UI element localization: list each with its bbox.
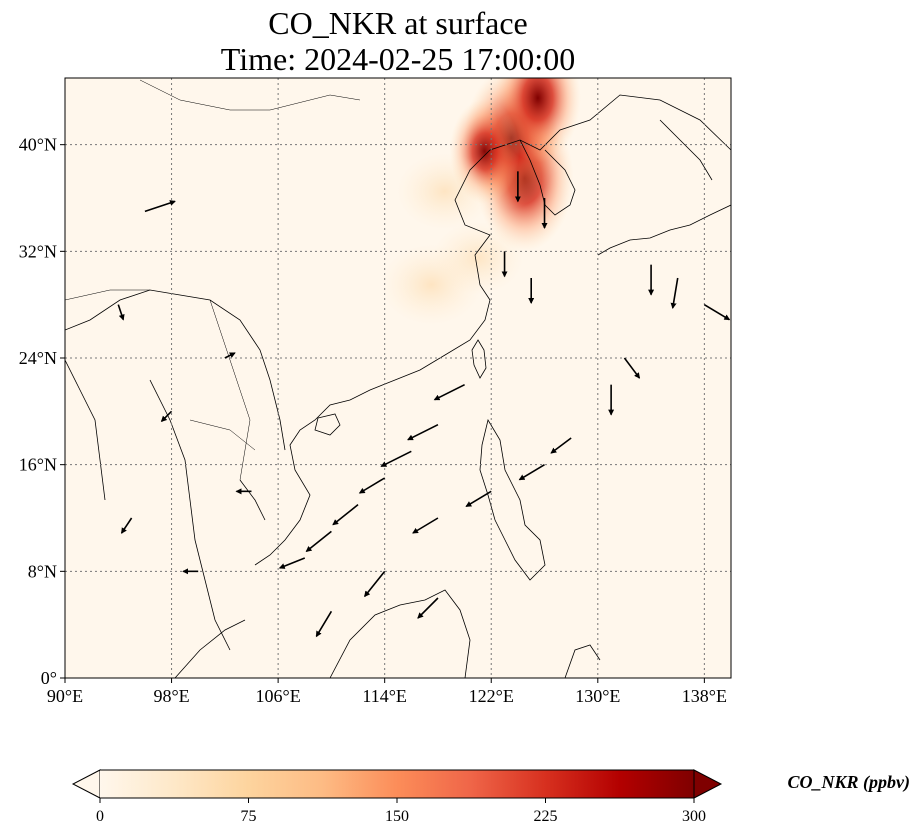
wind-arrow: [117, 304, 125, 321]
y-tick-label: 24°N: [19, 348, 57, 368]
y-tick-label: 0°: [41, 668, 57, 688]
inland-borders: [65, 79, 361, 481]
new-guinea-outline: [564, 644, 601, 678]
wind-arrow: [160, 410, 173, 423]
wind-arrow: [120, 517, 133, 534]
plot-frame: [64, 77, 732, 679]
borneo-outline: [329, 589, 471, 678]
coastlines: [65, 79, 731, 678]
y-tick-label: 40°N: [19, 135, 57, 155]
wind-arrow: [358, 477, 386, 494]
x-tick-label: 114°E: [362, 686, 407, 706]
wind-arrow: [623, 357, 641, 379]
wind-arrow: [465, 490, 492, 508]
colorbar-tick-label: 75: [241, 808, 257, 825]
colorbar-tick-label: 150: [385, 808, 409, 825]
wind-arrow: [550, 437, 572, 454]
wind-arrow: [315, 610, 333, 638]
y-tick-labels: 0° 8°N 16°N 24°N 32°N 40°N: [19, 135, 65, 688]
colorbar: 0 75 150 225 300 CO_NKR (ppbv): [71, 769, 911, 825]
wind-arrow: [332, 504, 359, 526]
y-tick-label: 8°N: [28, 561, 57, 581]
hainan-outline: [314, 413, 341, 436]
x-tick-label: 138°E: [682, 686, 727, 706]
wind-arrow: [144, 200, 176, 213]
sumatra-outline: [174, 619, 246, 678]
wind-arrow: [278, 557, 306, 569]
wind-arrow: [224, 352, 236, 359]
wind-arrow: [305, 530, 332, 552]
y-tick-label: 32°N: [19, 241, 57, 261]
wind-arrow: [412, 517, 439, 534]
x-tick-label: 98°E: [153, 686, 189, 706]
colorbar-tick-label: 300: [682, 808, 706, 825]
wind-arrow: [417, 597, 439, 619]
korea-peninsula: [519, 139, 576, 216]
co-hotspot: [396, 152, 493, 230]
china-coastline: [254, 94, 731, 566]
x-tick-label: 130°E: [575, 686, 620, 706]
map-title: CO_NKR at surface: [268, 5, 528, 41]
x-tick-label: 106°E: [256, 686, 301, 706]
wind-arrow: [518, 463, 545, 481]
graticule: [65, 78, 731, 678]
wind-arrow: [703, 303, 731, 321]
y-tick-label: 16°N: [19, 455, 57, 475]
wind-arrow: [364, 570, 386, 598]
colorbar-tick-label: 0: [96, 808, 104, 825]
colorbar-tick-label: 225: [534, 808, 558, 825]
map-time: Time: 2024-02-25 17:00:00: [220, 41, 576, 77]
wind-arrow: [380, 450, 412, 468]
japan-outline: [597, 119, 731, 256]
colorbar-ticks: 0 75 150 225 300: [96, 798, 706, 825]
co-hotspot: [432, 221, 524, 295]
wind-arrow: [407, 423, 439, 441]
colorbar-extend-max: [693, 769, 723, 799]
plot-background: [65, 78, 731, 678]
colorbar-extend-min: [71, 769, 101, 799]
wind-arrow: [670, 277, 679, 309]
wind-arrow: [433, 383, 465, 401]
colorbar-label: CO_NKR (ppbv): [788, 772, 911, 793]
x-tick-label: 90°E: [47, 686, 83, 706]
wind-vectors: [117, 171, 731, 638]
taiwan-outline: [471, 339, 487, 379]
x-tick-label: 122°E: [469, 686, 514, 706]
colorbar-bar: [100, 770, 694, 798]
x-tick-labels: 90°E 98°E 106°E 114°E 122°E 130°E 138°E: [47, 678, 727, 706]
philippines-outline: [479, 418, 546, 581]
